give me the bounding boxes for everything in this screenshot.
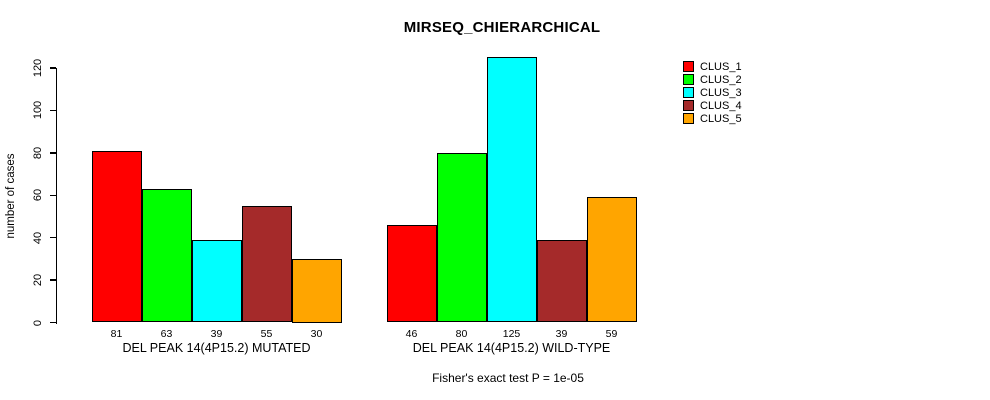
legend-label: CLUS_5 bbox=[700, 112, 742, 125]
bar-value-label: 30 bbox=[310, 328, 323, 340]
bar-clus_3-group-2 bbox=[486, 57, 537, 323]
bar-clus_5-group-1 bbox=[291, 258, 342, 323]
group-axis-label: DEL PEAK 14(4P15.2) MUTATED bbox=[122, 341, 311, 355]
legend-swatch-clus_2 bbox=[683, 74, 694, 85]
y-tick-label: 100 bbox=[32, 101, 44, 120]
bar-value-label: 55 bbox=[260, 328, 273, 340]
legend: CLUS_1 CLUS_2 CLUS_3 CLUS_4 CLUS_5 bbox=[683, 60, 742, 125]
y-tick bbox=[49, 152, 56, 154]
y-tick-label: 0 bbox=[32, 319, 44, 326]
y-tick bbox=[49, 194, 56, 196]
bar-value-label: 59 bbox=[605, 328, 618, 340]
bar-value-label: 81 bbox=[110, 328, 123, 340]
bar-value-label: 125 bbox=[502, 328, 521, 340]
legend-label: CLUS_3 bbox=[700, 86, 742, 99]
legend-label: CLUS_4 bbox=[700, 99, 742, 112]
bar-clus_1-group-2 bbox=[386, 224, 437, 323]
y-tick-label: 80 bbox=[32, 146, 44, 159]
legend-swatch-clus_1 bbox=[683, 61, 694, 72]
bar-clus_4-group-2 bbox=[536, 239, 587, 323]
y-tick-label: 60 bbox=[32, 189, 44, 202]
legend-label: CLUS_2 bbox=[700, 73, 742, 86]
legend-swatch-clus_4 bbox=[683, 100, 694, 111]
y-tick-label: 20 bbox=[32, 273, 44, 287]
legend-swatch-clus_3 bbox=[683, 87, 694, 98]
legend-label: CLUS_1 bbox=[700, 60, 742, 73]
legend-item-clus_3: CLUS_3 bbox=[683, 86, 742, 99]
chart-title: MIRSEQ_CHIERARCHICAL bbox=[403, 19, 601, 36]
bar-clus_2-group-1 bbox=[141, 188, 192, 323]
y-tick bbox=[49, 109, 56, 112]
legend-swatch-clus_5 bbox=[683, 113, 694, 124]
bar-clus_2-group-2 bbox=[436, 152, 487, 323]
y-tick-label: 40 bbox=[32, 231, 44, 244]
bar-value-label: 63 bbox=[160, 328, 173, 340]
y-tick bbox=[49, 236, 56, 239]
legend-item-clus_5: CLUS_5 bbox=[683, 112, 742, 125]
legend-item-clus_4: CLUS_4 bbox=[683, 99, 742, 112]
bar-clus_5-group-2 bbox=[586, 197, 637, 323]
y-tick-label: 120 bbox=[32, 58, 44, 78]
stat-annotation: Fisher's exact test P = 1e-05 bbox=[432, 371, 584, 385]
group-axis-label: DEL PEAK 14(4P15.2) WILD-TYPE bbox=[412, 341, 611, 355]
legend-item-clus_2: CLUS_2 bbox=[683, 73, 742, 86]
bar-value-label: 80 bbox=[455, 328, 468, 340]
y-tick bbox=[49, 321, 56, 324]
bar-clus_4-group-1 bbox=[241, 205, 292, 323]
bar-clus_1-group-1 bbox=[91, 150, 142, 323]
y-tick bbox=[49, 67, 56, 69]
bar-clus_3-group-1 bbox=[191, 239, 242, 323]
bar-value-label: 46 bbox=[405, 328, 418, 340]
y-axis-title: number of cases bbox=[5, 153, 17, 239]
y-axis-line bbox=[55, 68, 57, 324]
bar-value-label: 39 bbox=[555, 328, 568, 340]
legend-item-clus_1: CLUS_1 bbox=[683, 60, 742, 73]
bar-value-label: 39 bbox=[210, 328, 223, 340]
y-tick bbox=[49, 279, 56, 281]
